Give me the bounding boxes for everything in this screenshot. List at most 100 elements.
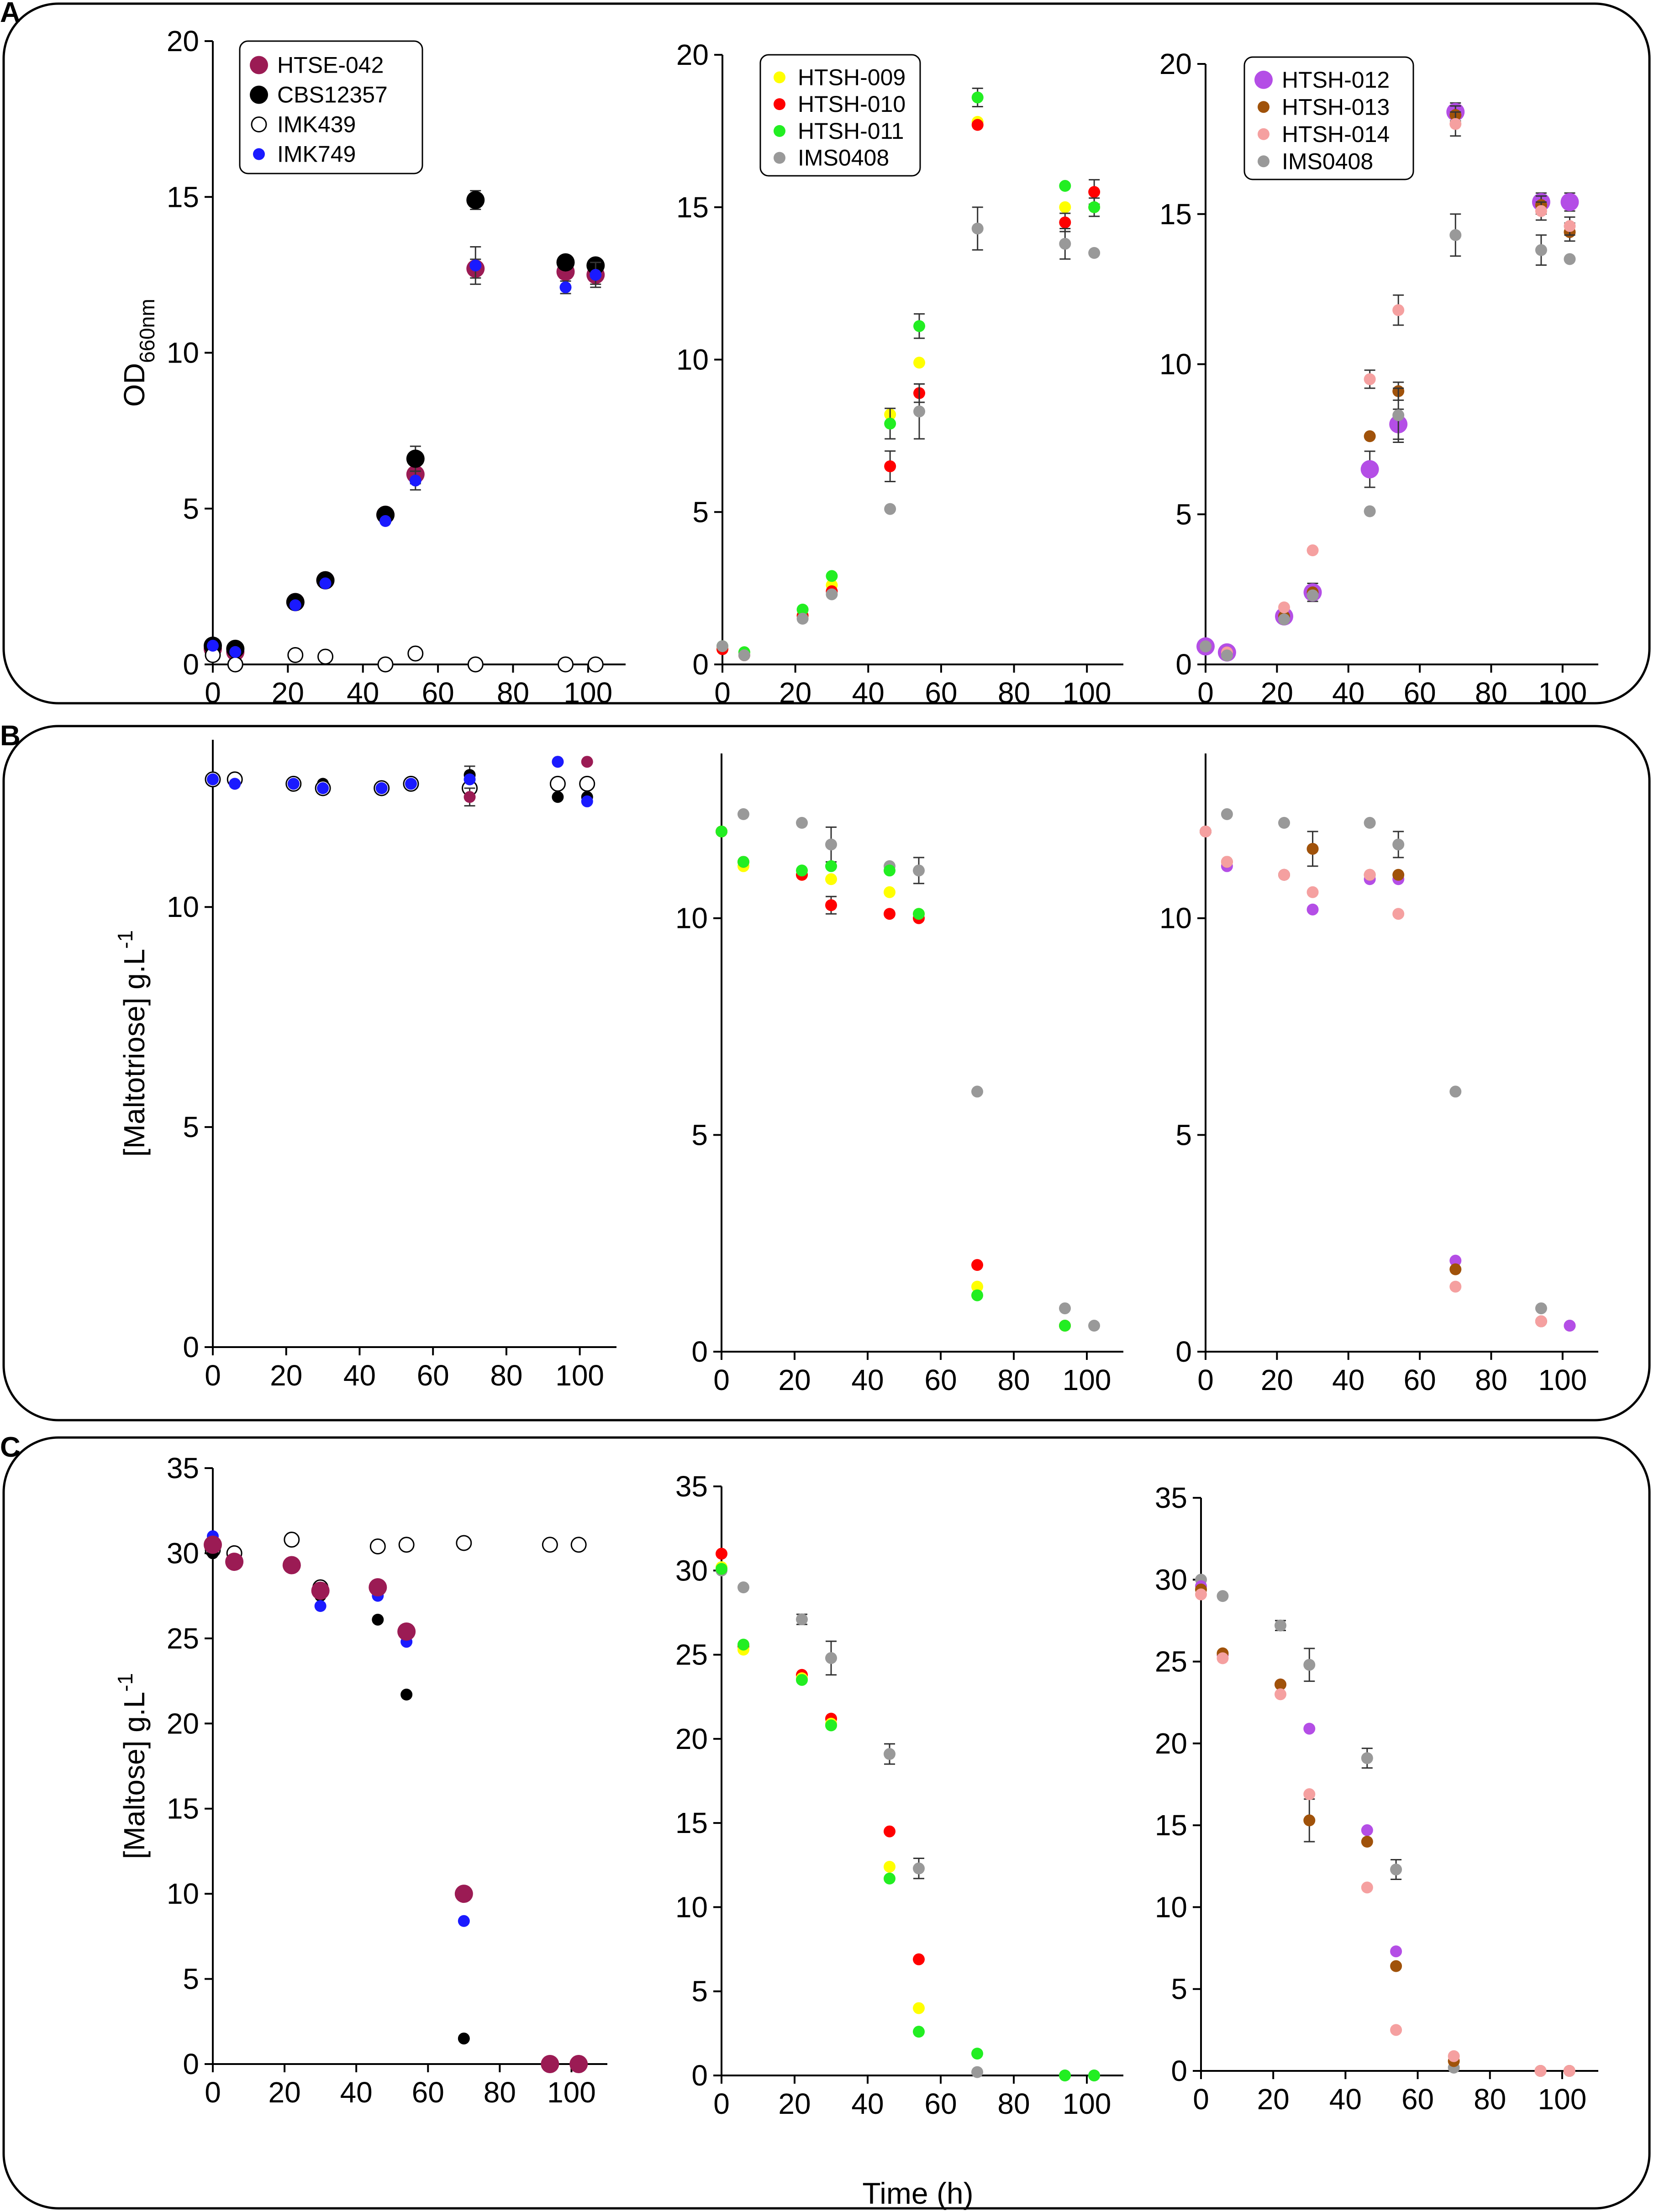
c1-x-tick-label: 60 (412, 2076, 444, 2109)
data-point-imk749 (314, 1600, 327, 1612)
chart-a1-od-reference-strains: 0 20 40 60 80 100 0 5 10 15 20 OD660nm HTSE-042 CBS12… (118, 25, 626, 709)
b3-x-tick-label: 80 (1475, 1364, 1507, 1396)
a3-y-tick-label: 10 (1159, 348, 1192, 381)
data-point-htsh-010 (913, 1953, 925, 1965)
a2-x-tick-label: 80 (998, 676, 1030, 709)
c3-x-tick-label: 80 (1474, 2083, 1506, 2116)
data-point-htsh-011 (825, 860, 837, 872)
legend-label-htsh-014: HTSH-014 (1282, 121, 1390, 147)
data-point-ims0408 (1535, 1302, 1547, 1315)
b3-y-tick-label: 0 (1175, 1335, 1192, 1368)
data-point-htsh-011 (1059, 2070, 1071, 2081)
data-point-htse-042 (541, 2055, 559, 2073)
data-point-ims0408 (884, 1748, 895, 1760)
data-point-imk749 (317, 782, 329, 795)
c2-y-tick-label: 20 (675, 1722, 708, 1755)
a2-y-tick-label: 5 (692, 495, 709, 528)
b2-x-tick-label: 100 (1063, 1364, 1111, 1396)
legend-marker-htsh-009 (774, 71, 785, 84)
a2-legend (759, 54, 921, 177)
legend-label-ims0408: IMS0408 (1282, 148, 1373, 174)
data-point-htsh-014 (1535, 1315, 1547, 1327)
b2-x-tick-label: 80 (997, 1364, 1030, 1396)
data-point-ims0408 (1059, 237, 1071, 250)
data-point-ims0408 (1361, 1752, 1373, 1764)
data-point-htsh-009 (1059, 201, 1071, 213)
data-point-htsh-012 (1303, 1722, 1316, 1735)
data-point-htsh-011 (796, 1674, 808, 1686)
data-point-cbs12357 (406, 449, 425, 468)
a2-x-tick-label: 0 (714, 676, 731, 709)
data-point-htsh-011 (971, 2048, 983, 2060)
data-point-imk749 (375, 782, 388, 795)
c3-y-tick-label: 10 (1155, 1891, 1187, 1923)
data-point-ims0408 (826, 588, 838, 600)
data-point-imk439 (287, 647, 304, 664)
a1-x-tick-label: 100 (564, 676, 612, 709)
data-point-ims0408 (971, 222, 984, 235)
c1-x-tick-label: 100 (547, 2076, 596, 2109)
data-point-cbs12357 (466, 191, 485, 210)
data-point-cbs12357 (372, 1613, 384, 1626)
c3-y-tick-label: 15 (1155, 1809, 1187, 1842)
a1-x-tick-label: 60 (421, 676, 454, 709)
b1-x-tick-label: 60 (417, 1359, 449, 1392)
data-point-htsh-013 (1306, 843, 1319, 855)
chart-a2-od-htsh-009-011: 0 20 40 60 80 100 0 5 10 15 20 HTSH-009HTSH-010HTSH… (676, 38, 1123, 709)
c3-y-tick-label: 35 (1155, 1481, 1187, 1514)
a1-x-tick-label: 20 (272, 676, 304, 709)
data-point-htsh-014 (1303, 1788, 1316, 1801)
b3-x-tick-label: 20 (1261, 1364, 1293, 1396)
data-point-imk439 (407, 645, 424, 662)
data-point-imk749 (207, 640, 219, 652)
b3-x-tick-label: 40 (1332, 1364, 1364, 1396)
legend-label-ims0408: IMS0408 (798, 145, 889, 171)
panel-label-b: B (0, 720, 21, 752)
data-point-ims0408 (913, 864, 925, 877)
b2-y-tick-label: 10 (675, 902, 708, 935)
data-point-htsh-012 (1361, 1824, 1373, 1836)
a2-x-tick-label: 100 (1063, 676, 1111, 709)
data-point-imk749 (581, 795, 593, 807)
b1-x-tick-label: 20 (270, 1359, 302, 1392)
data-point-ims0408 (971, 1085, 983, 1098)
data-point-htsh-010 (716, 1548, 727, 1560)
data-point-htse-042 (454, 1885, 473, 1903)
data-point-imk749 (469, 259, 482, 272)
legend-label-cbs12357: CBS12357 (277, 82, 388, 108)
b1-x-tick-label: 40 (343, 1359, 376, 1392)
data-point-imk749 (590, 269, 602, 281)
data-point-htse-042 (225, 1553, 244, 1571)
data-point-htsh-010 (1059, 216, 1071, 229)
data-point-imk439 (317, 648, 334, 665)
b1-x-tick-label: 0 (205, 1359, 221, 1392)
data-point-htsh-014 (1195, 1588, 1207, 1601)
c3-x-tick-label: 0 (1193, 2083, 1209, 2116)
a1-y-tick-label: 10 (167, 337, 199, 369)
data-point-htsh-011 (913, 2026, 925, 2038)
c1-x-tick-label: 40 (340, 2076, 373, 2109)
data-point-htsh-009 (825, 873, 837, 885)
data-point-htsh-014 (1306, 886, 1319, 898)
data-point-imk749 (409, 474, 421, 487)
a3-legend (1243, 56, 1414, 180)
data-point-htsh-011 (1059, 1320, 1071, 1332)
b2-x-tick-label: 60 (924, 1364, 957, 1396)
data-point-imk439 (284, 1532, 300, 1548)
data-point-htsh-009 (884, 1860, 895, 1873)
data-point-htse-042 (282, 1556, 301, 1575)
a3-x-tick-label: 80 (1475, 676, 1507, 709)
data-point-imk749 (287, 778, 300, 790)
data-point-ims0408 (913, 1862, 925, 1875)
legend-label-htsh-009: HTSH-009 (798, 64, 906, 90)
data-point-htsh-011 (825, 1719, 837, 1732)
b1-y-tick-label: 10 (167, 890, 199, 923)
legend-label-htsh-010: HTSH-010 (798, 91, 906, 117)
a1-y-axis-title: OD660nm (118, 299, 159, 407)
data-point-imk439 (579, 775, 595, 792)
a2-x-tick-label: 20 (779, 676, 811, 709)
panel-b-frame (2, 725, 1651, 1422)
data-point-htsh-014 (1217, 1652, 1229, 1664)
data-point-htsh-014 (1200, 825, 1212, 837)
